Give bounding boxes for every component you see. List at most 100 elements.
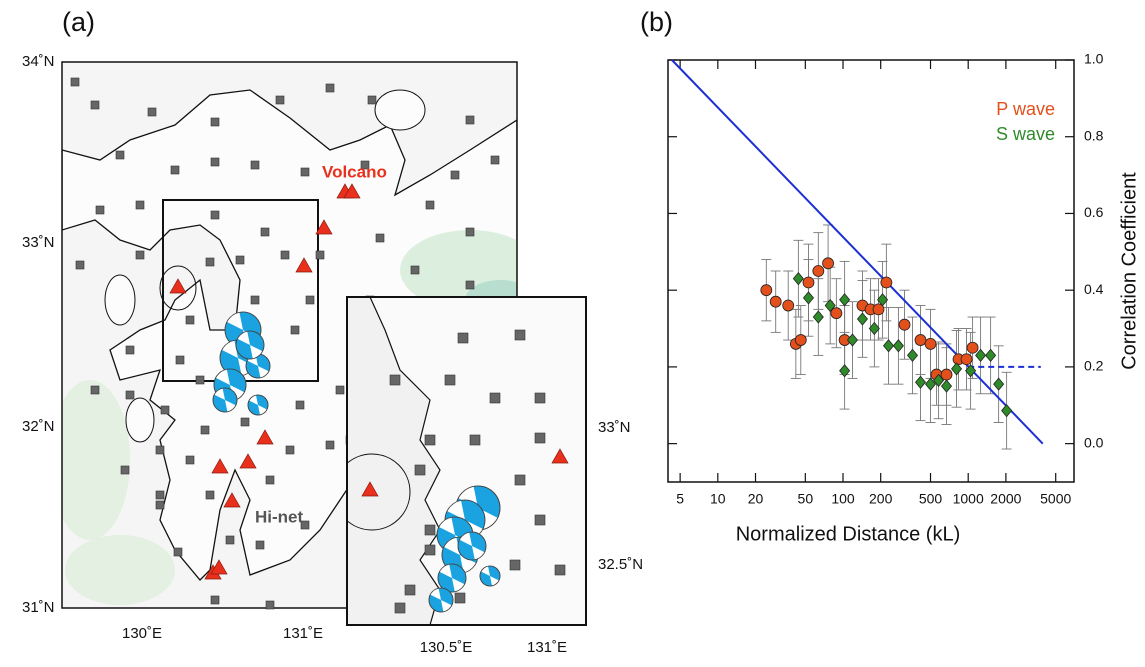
inset-station [415, 465, 425, 475]
point [823, 258, 834, 269]
station [491, 156, 499, 164]
station [211, 158, 219, 166]
station [71, 78, 79, 86]
inset-station [535, 393, 545, 403]
point [986, 349, 996, 361]
point [803, 277, 814, 288]
inset-station [445, 375, 455, 385]
lat-label: 31˚N [22, 599, 55, 616]
point [761, 285, 772, 296]
inset-station [458, 333, 468, 343]
station [326, 441, 334, 449]
inset-station [515, 330, 525, 340]
inset-station [425, 525, 435, 535]
island [375, 90, 425, 130]
x-tick-label: 50 [798, 491, 814, 507]
station [96, 206, 104, 214]
station [91, 386, 99, 394]
y-tick-label: 0.6 [1084, 204, 1104, 220]
x-tick-label: 100 [831, 491, 855, 507]
station [426, 201, 434, 209]
inset-station [405, 585, 415, 595]
station [148, 108, 156, 116]
station [261, 228, 269, 236]
station [368, 96, 376, 104]
point [893, 340, 903, 352]
point [967, 342, 978, 353]
station [291, 326, 299, 334]
inset-station [510, 560, 520, 570]
station [156, 501, 164, 509]
station [286, 446, 294, 454]
station [186, 316, 194, 324]
x-tick-label: 10 [710, 491, 726, 507]
station [174, 548, 182, 556]
station [76, 261, 84, 269]
x-tick-label: 1000 [953, 491, 984, 507]
station [301, 168, 309, 176]
point [899, 319, 910, 330]
terrain [65, 535, 175, 605]
point [961, 354, 972, 365]
station [266, 601, 274, 609]
point [915, 335, 926, 346]
figure: (a) 34˚N 33˚N 32˚N 31˚N 130˚E 131˚E Volc… [0, 0, 1145, 662]
y-tick-label: 0.2 [1084, 358, 1104, 374]
x-tick-label: 200 [869, 491, 893, 507]
inset-station [470, 435, 480, 445]
x-axis-label: Normalized Distance (kL) [736, 523, 961, 545]
inset-lat-label: 32.5˚N [598, 556, 643, 573]
station [121, 466, 129, 474]
y-axis-label: Correlation Coefficient [1118, 172, 1140, 370]
station [206, 491, 214, 499]
station [276, 96, 284, 104]
station [126, 346, 134, 354]
network-label: Hi-net [255, 507, 304, 526]
x-tick-label: 500 [919, 491, 943, 507]
inset-station [555, 565, 565, 575]
point [795, 335, 806, 346]
inset-station [515, 475, 525, 485]
inset-station [535, 433, 545, 443]
station [206, 258, 214, 266]
station [326, 84, 334, 92]
lat-label: 34˚N [22, 53, 55, 70]
station [466, 116, 474, 124]
y-tick-label: 0.4 [1084, 281, 1104, 297]
station [281, 251, 289, 259]
station [316, 251, 324, 259]
inset-station [535, 515, 545, 525]
station [226, 536, 234, 544]
x-tick-label: 20 [748, 491, 764, 507]
station [211, 118, 219, 126]
point [857, 313, 867, 325]
point [1002, 405, 1012, 417]
station [256, 541, 264, 549]
inset-station [390, 375, 400, 385]
lon-label: 130˚E [122, 625, 162, 642]
point [916, 376, 926, 388]
station [176, 356, 184, 364]
inset-station [455, 593, 465, 603]
station [376, 234, 384, 242]
station [211, 596, 219, 604]
station [196, 376, 204, 384]
inset-station [425, 545, 435, 555]
station [306, 296, 314, 304]
point [840, 294, 850, 306]
station [466, 228, 474, 236]
point [941, 369, 952, 380]
station [296, 401, 304, 409]
station [451, 171, 459, 179]
point [942, 380, 952, 392]
station [136, 201, 144, 209]
lon-label: 131˚E [283, 625, 323, 642]
station [251, 296, 259, 304]
station [186, 456, 194, 464]
station [126, 391, 134, 399]
station [241, 418, 249, 426]
inset-lon-label: 130.5˚E [420, 639, 473, 656]
station [91, 101, 99, 109]
point [884, 340, 894, 352]
volcano-label: Volcano [322, 162, 387, 181]
